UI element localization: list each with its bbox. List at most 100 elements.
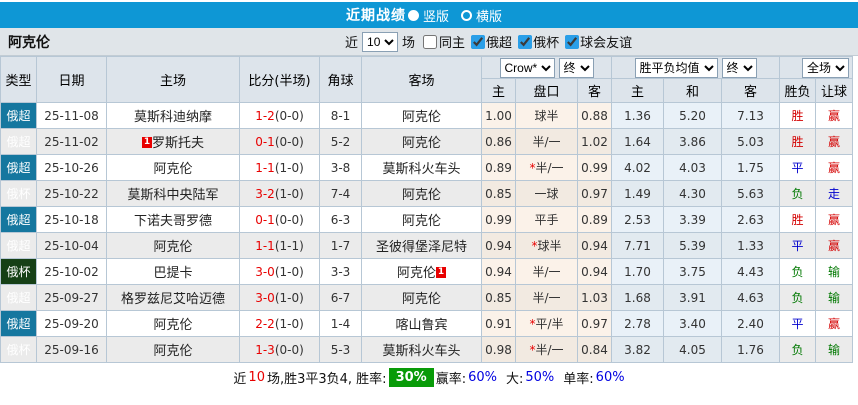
- result-text: 负: [791, 343, 804, 357]
- handicap-result: 赢: [815, 310, 854, 337]
- home-team[interactable]: 格罗兹尼艾哈迈德: [106, 284, 240, 311]
- europe-kind-select[interactable]: 胜平负均值: [634, 57, 718, 78]
- full-time-score: 0-1: [255, 134, 275, 149]
- match-row: 俄超 25-09-20 阿克伦 2-2(1-0) 1-4 喀山鲁宾 0.91 *平/半 0.97…: [0, 310, 854, 337]
- match-date: 25-10-02: [36, 258, 107, 285]
- col-result: 胜负: [779, 78, 817, 103]
- home-team[interactable]: 莫斯科迪纳摩: [106, 102, 240, 129]
- handicap-result: 赢: [815, 102, 854, 129]
- away-team[interactable]: 阿克伦: [361, 102, 482, 129]
- home-team[interactable]: 1 罗斯托夫: [106, 128, 240, 155]
- filter-rucup-checkbox[interactable]: [518, 34, 533, 49]
- full-time-score: 3-2: [255, 186, 275, 201]
- score-cell: 1-1(1-0): [239, 154, 320, 181]
- games-count-select[interactable]: 10: [362, 31, 399, 52]
- summary-games: 10: [248, 369, 265, 385]
- red-card-badge: 1: [141, 137, 152, 148]
- filter-friendly-label: 球会友谊: [580, 36, 633, 51]
- league-type-badge: 俄超: [0, 232, 37, 259]
- handicap-line: 半/一: [515, 258, 578, 285]
- crown-home-odds: 0.94: [481, 232, 516, 259]
- same-home-checkbox[interactable]: [423, 34, 438, 49]
- layout-horizontal-label: 横版: [476, 9, 503, 25]
- home-team[interactable]: 莫斯科中央陆军: [106, 180, 240, 207]
- away-team[interactable]: 圣彼得堡泽尼特: [361, 232, 482, 259]
- match-row: 俄超 25-10-04 阿克伦 1-1(1-1) 1-7 圣彼得堡泽尼特 0.94 *球半 0.…: [0, 232, 854, 259]
- filter-rusuper-checkbox[interactable]: [471, 34, 486, 49]
- full-time-score: 1-3: [255, 342, 275, 357]
- match-row: 俄杯 25-10-02 巴提卡 3-0(1-0) 3-3 阿克伦 1 0.94 半/一 0.94 1…: [0, 258, 854, 285]
- odd-rate-value: 60%: [595, 369, 625, 385]
- handicap-line: 半/一: [515, 284, 578, 311]
- big-rate-label: 大:: [505, 371, 524, 387]
- handicap-result: 赢: [815, 128, 854, 155]
- away-team[interactable]: 阿克伦 1: [361, 258, 482, 285]
- europe-time-select[interactable]: 终: [721, 57, 757, 78]
- layout-vertical-radio[interactable]: [407, 9, 419, 21]
- away-team[interactable]: 阿克伦: [361, 180, 482, 207]
- odd-rate-label: 单率:: [563, 371, 594, 387]
- home-team[interactable]: 阿克伦: [106, 154, 240, 181]
- away-team[interactable]: 莫斯科火车头: [361, 336, 482, 363]
- handicap-result-text: 赢: [828, 161, 841, 175]
- home-team[interactable]: 阿克伦: [106, 336, 240, 363]
- away-team[interactable]: 阿克伦: [361, 284, 482, 311]
- home-team[interactable]: 阿克伦: [106, 232, 240, 259]
- europe-home-odds: 2.53: [611, 206, 664, 233]
- home-team[interactable]: 阿克伦: [106, 310, 240, 337]
- europe-home-odds: 1.70: [611, 258, 664, 285]
- away-team[interactable]: 阿克伦: [361, 128, 482, 155]
- score-cell: 3-0(1-0): [239, 258, 320, 285]
- scope-group: 全场: [779, 56, 854, 79]
- bookmaker-select[interactable]: Crow*: [499, 57, 555, 78]
- col-type: 类型: [0, 56, 37, 103]
- live-star-icon: *: [529, 317, 536, 331]
- europe-draw-odds: 4.03: [663, 154, 722, 181]
- handicap-result-text: 赢: [828, 239, 841, 253]
- scope-select[interactable]: 全场: [802, 57, 850, 78]
- away-team[interactable]: 阿克伦: [361, 206, 482, 233]
- crown-home-odds: 0.98: [481, 336, 516, 363]
- match-result: 胜: [779, 206, 817, 233]
- score-cell: 1-3(0-0): [239, 336, 320, 363]
- half-time-score: (1-0): [274, 290, 304, 305]
- summary-record: 场,胜3平3负4, 胜率:: [266, 371, 387, 387]
- europe-away-odds: 1.75: [720, 154, 781, 181]
- col-eu-home: 主: [611, 78, 664, 103]
- match-date: 25-09-20: [36, 310, 107, 337]
- live-star-icon: *: [531, 239, 538, 253]
- half-time-score: (1-0): [274, 264, 304, 279]
- home-team[interactable]: 巴提卡: [106, 258, 240, 285]
- half-time-score: (0-0): [274, 134, 304, 149]
- europe-away-odds: 2.63: [720, 206, 781, 233]
- home-team[interactable]: 下诺夫哥罗德: [106, 206, 240, 233]
- league-type-badge: 俄超: [0, 154, 37, 181]
- half-time-score: (1-1): [274, 238, 304, 253]
- europe-draw-odds: 3.91: [663, 284, 722, 311]
- europe-home-odds: 2.78: [611, 310, 664, 337]
- handicap-result-text: 赢: [828, 213, 841, 227]
- match-result: 平: [779, 310, 817, 337]
- corner-count: 5-2: [319, 128, 362, 155]
- match-result: 胜: [779, 128, 817, 155]
- col-corner: 角球: [319, 56, 362, 103]
- score-cell: 2-2(1-0): [239, 310, 320, 337]
- col-away: 客场: [361, 56, 482, 103]
- europe-draw-odds: 5.20: [663, 102, 722, 129]
- handicap-result-text: 输: [828, 265, 841, 279]
- half-time-score: (0-0): [274, 108, 304, 123]
- full-time-score: 1-2: [255, 108, 275, 123]
- away-team[interactable]: 喀山鲁宾: [361, 310, 482, 337]
- crown-time-select[interactable]: 终: [558, 57, 594, 78]
- europe-home-odds: 3.82: [611, 336, 664, 363]
- crown-odds-group: Crow* 终: [481, 56, 612, 79]
- layout-horizontal-radio[interactable]: [461, 9, 472, 21]
- crown-home-odds: 0.94: [481, 258, 516, 285]
- handicap-result-text: 赢: [828, 135, 841, 149]
- result-text: 胜: [791, 109, 804, 123]
- filter-friendly-checkbox[interactable]: [565, 34, 580, 49]
- europe-odds-group: 胜平负均值终: [610, 56, 781, 79]
- away-team[interactable]: 莫斯科火车头: [361, 154, 482, 181]
- match-result: 负: [779, 258, 817, 285]
- europe-away-odds: 1.33: [720, 232, 781, 259]
